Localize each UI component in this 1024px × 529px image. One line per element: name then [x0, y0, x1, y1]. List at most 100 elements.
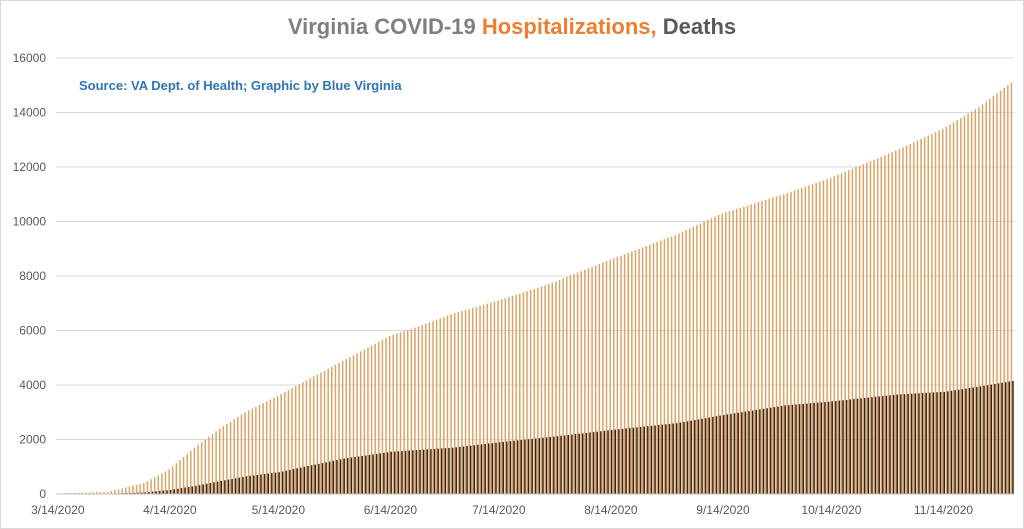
bar-hospitalizations	[945, 126, 948, 495]
bar-deaths	[386, 452, 389, 494]
bar-deaths	[133, 492, 136, 494]
bar-deaths	[187, 486, 190, 494]
bar-deaths	[307, 466, 309, 494]
bar-hospitalizations	[674, 235, 676, 494]
y-tick-label: 14000	[13, 106, 47, 120]
bar-hospitalizations	[110, 490, 113, 494]
bar-deaths	[654, 425, 656, 494]
bar-deaths	[162, 490, 165, 494]
bar-hospitalizations	[591, 266, 593, 494]
bar-deaths	[343, 458, 345, 494]
bar-deaths	[325, 462, 327, 494]
bar-hospitalizations	[500, 299, 503, 494]
bar-hospitalizations	[858, 165, 861, 495]
bar-deaths	[242, 476, 244, 494]
bar-deaths	[813, 402, 815, 494]
bar-deaths	[831, 401, 833, 494]
bar-deaths	[216, 481, 219, 494]
bar-deaths	[271, 473, 273, 494]
bar-hospitalizations	[461, 311, 463, 494]
bar-deaths	[939, 392, 942, 494]
bar-deaths	[202, 484, 204, 494]
bar-hospitalizations	[258, 404, 261, 494]
bar-hospitalizations	[663, 239, 666, 494]
bar-hospitalizations	[381, 339, 384, 494]
bar-hospitalizations	[490, 302, 492, 494]
bar-hospitalizations	[99, 492, 102, 494]
bar-deaths	[596, 431, 598, 494]
bar-hospitalizations	[605, 261, 608, 494]
bar-hospitalizations	[826, 179, 828, 494]
bar-deaths	[957, 389, 960, 494]
bar-hospitalizations	[472, 307, 474, 494]
bar-deaths	[997, 383, 1000, 494]
bar-deaths	[441, 448, 443, 494]
bar-hospitalizations	[656, 241, 658, 494]
bar-hospitalizations	[641, 247, 644, 494]
x-axis: 3/14/2020 4/14/2020 5/14/2020 6/14/2020 7/14…	[31, 493, 1014, 517]
bar-deaths	[220, 480, 223, 494]
bar-hospitalizations	[81, 492, 84, 494]
bar-deaths	[867, 397, 870, 494]
bar-deaths	[448, 447, 450, 494]
bar-hospitalizations	[688, 228, 691, 495]
bar-hospitalizations	[667, 237, 669, 494]
bar-deaths	[571, 434, 573, 494]
bar-hospitalizations	[280, 393, 282, 494]
bar-hospitalizations	[338, 362, 340, 494]
bar-hospitalizations	[613, 258, 615, 494]
bar-deaths	[618, 429, 620, 494]
bar-hospitalizations	[367, 347, 369, 494]
bar-deaths	[914, 393, 917, 494]
bar-hospitalizations	[435, 319, 438, 494]
bar-deaths	[502, 441, 504, 494]
bar-hospitalizations	[482, 304, 485, 494]
bar-deaths	[766, 408, 768, 494]
bar-hospitalizations	[855, 167, 857, 494]
bar-deaths	[683, 421, 685, 494]
bar-hospitalizations	[764, 199, 767, 494]
bar-deaths	[422, 449, 425, 494]
bar-deaths	[910, 393, 913, 494]
bar-deaths	[632, 427, 635, 494]
bar-hospitalizations	[576, 272, 579, 494]
bar-hospitalizations	[132, 485, 134, 494]
bar-deaths	[213, 482, 215, 494]
bar-deaths	[809, 403, 812, 494]
bar-hospitalizations	[652, 243, 655, 494]
bar-hospitalizations	[580, 271, 582, 494]
bar-hospitalizations	[696, 225, 698, 494]
bar-deaths	[874, 396, 877, 494]
bar-hospitalizations	[923, 137, 926, 494]
bar-deaths	[488, 443, 490, 494]
bar-deaths	[1008, 381, 1011, 494]
bar-deaths	[686, 421, 689, 494]
bar-deaths	[144, 492, 147, 494]
bar-deaths	[925, 392, 927, 494]
bar-deaths	[697, 419, 700, 494]
bar-deaths	[979, 386, 982, 494]
bar-hospitalizations	[497, 300, 499, 494]
bar-deaths	[209, 483, 212, 494]
bar-deaths	[712, 416, 714, 494]
bar-deaths	[383, 452, 385, 494]
bar-hospitalizations	[345, 359, 348, 494]
bar-hospitalizations	[114, 490, 116, 494]
bar-deaths	[281, 471, 284, 494]
x-tick-label: 9/14/2020	[696, 503, 750, 517]
bar-hospitalizations	[970, 111, 973, 494]
bar-hospitalizations	[949, 124, 951, 495]
bar-hospitalizations	[793, 190, 796, 494]
bar-hospitalizations	[168, 469, 170, 494]
bar-hospitalizations	[262, 403, 264, 494]
bar-hospitalizations	[891, 152, 893, 495]
bar-deaths	[506, 441, 508, 494]
bar-hospitalizations	[963, 115, 966, 495]
y-tick-label: 0	[39, 487, 46, 501]
bar-hospitalizations	[540, 286, 543, 494]
bar-hospitalizations	[909, 143, 911, 494]
bar-deaths	[643, 426, 645, 494]
bar-hospitalizations	[403, 331, 405, 494]
bar-hospitalizations	[862, 164, 864, 494]
bar-hospitalizations	[790, 191, 792, 494]
